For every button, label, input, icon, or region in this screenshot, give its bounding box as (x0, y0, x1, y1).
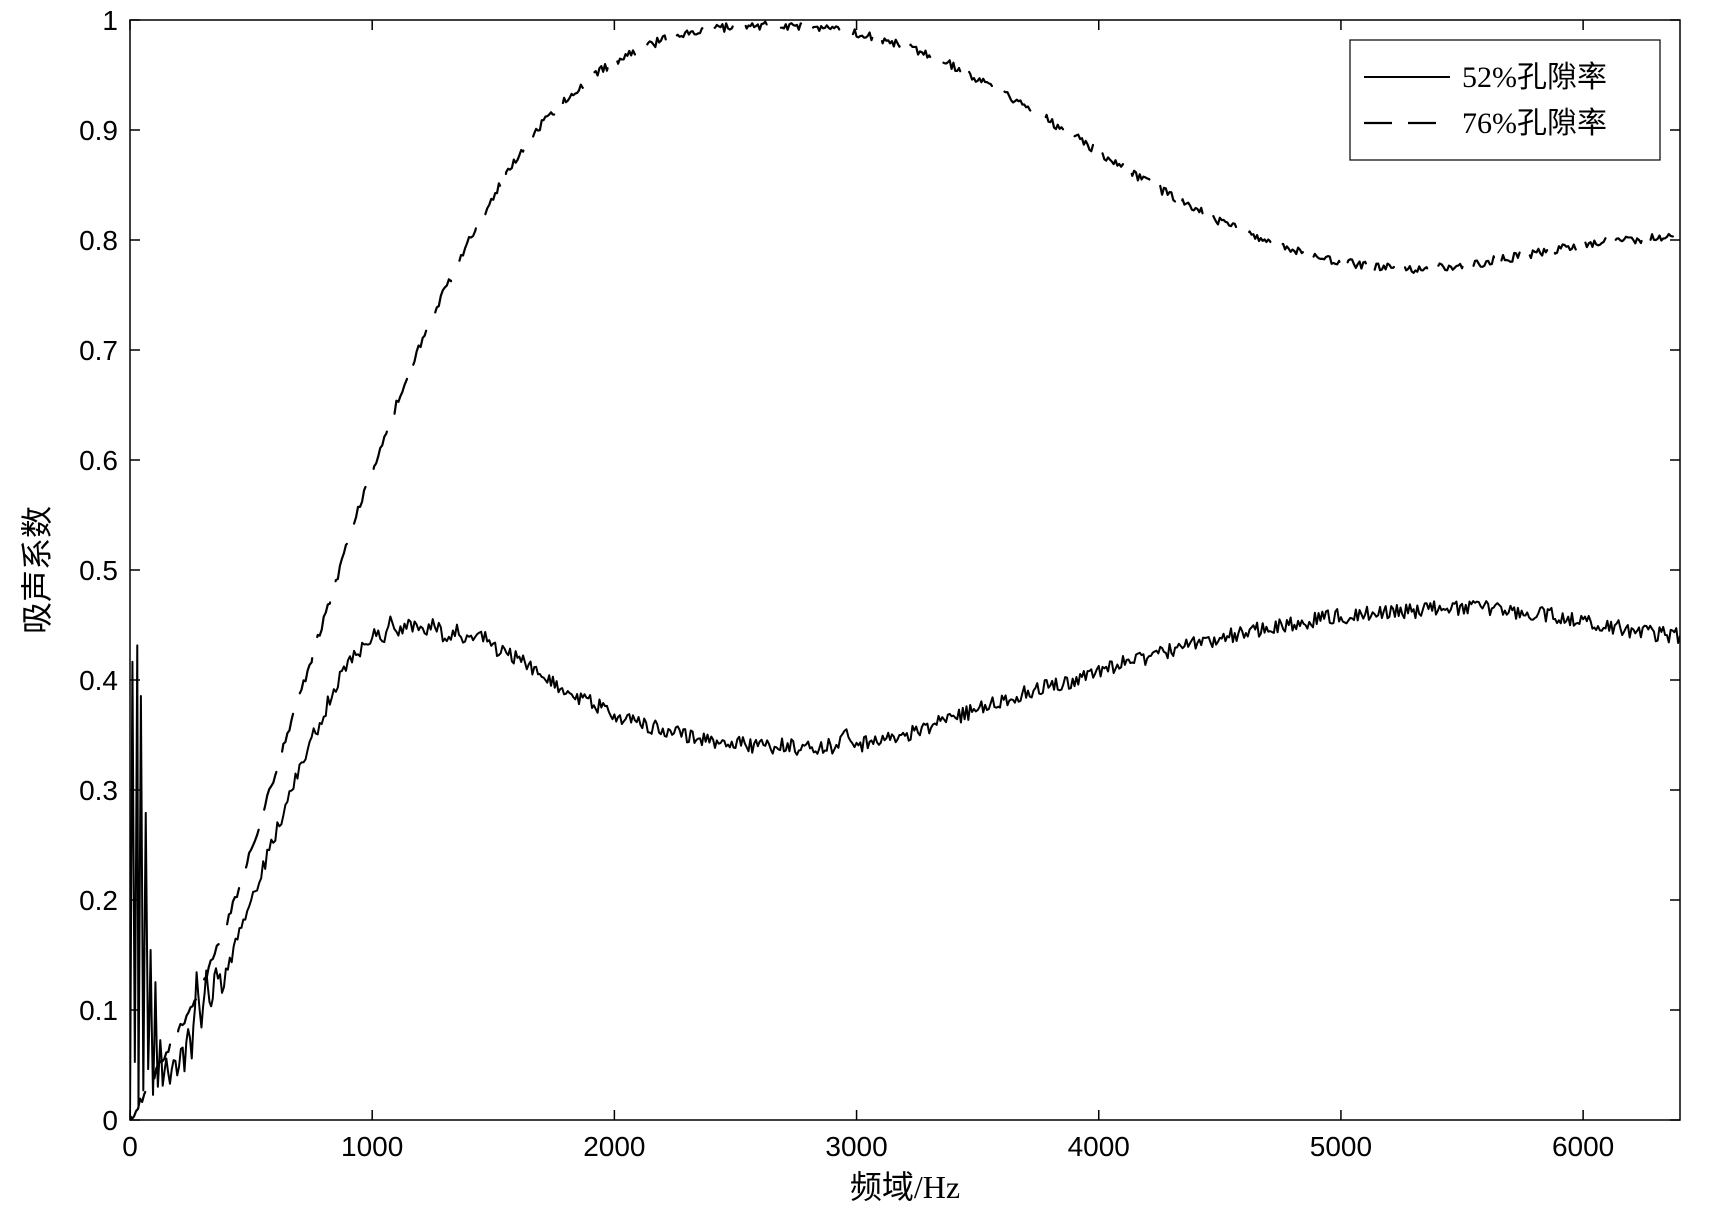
x-tick-label: 2000 (583, 1131, 645, 1162)
x-tick-label: 5000 (1310, 1131, 1372, 1162)
y-tick-label: 0.7 (79, 335, 118, 366)
legend-label-s76: 76%孔隙率 (1462, 107, 1607, 140)
legend: 52%孔隙率 76%孔隙率 (1350, 40, 1660, 160)
y-tick-label: 0.8 (79, 225, 118, 256)
y-tick-label: 0.9 (79, 115, 118, 146)
plot-area (130, 20, 1680, 1120)
y-tick-label: 0.5 (79, 555, 118, 586)
legend-box (1350, 40, 1660, 160)
chart-root: 0 1000 2000 3000 4000 5000 6000 0 0.1 0.2 0.3 0.4 0.… (0, 0, 1719, 1212)
y-tick-label: 0.1 (79, 995, 118, 1026)
x-axis-label: 频域/Hz (850, 1169, 960, 1205)
y-axis-label: 吸声系数 (19, 506, 55, 634)
x-tick-label: 1000 (341, 1131, 403, 1162)
y-tick-label: 1 (102, 5, 118, 36)
x-tick-label: 4000 (1068, 1131, 1130, 1162)
x-tick-label: 0 (122, 1131, 138, 1162)
y-tick-label: 0.2 (79, 885, 118, 916)
legend-label-s52: 52%孔隙率 (1462, 61, 1607, 94)
x-tick-label: 6000 (1552, 1131, 1614, 1162)
y-tick-label: 0.4 (79, 665, 118, 696)
y-tick-label: 0.6 (79, 445, 118, 476)
y-tick-label: 0.3 (79, 775, 118, 806)
y-tick-label: 0 (102, 1105, 118, 1136)
x-tick-label: 3000 (825, 1131, 887, 1162)
chart-svg: 0 1000 2000 3000 4000 5000 6000 0 0.1 0.2 0.3 0.4 0.… (0, 0, 1719, 1212)
